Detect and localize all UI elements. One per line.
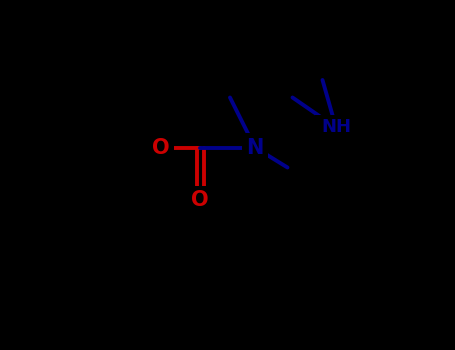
Text: O: O [150, 135, 172, 160]
Text: O: O [189, 188, 211, 212]
Text: NH: NH [321, 119, 351, 136]
Text: O: O [152, 138, 170, 158]
Text: O: O [191, 190, 209, 210]
Text: N: N [245, 135, 265, 160]
Text: NH: NH [318, 118, 354, 138]
Text: N: N [246, 138, 264, 158]
